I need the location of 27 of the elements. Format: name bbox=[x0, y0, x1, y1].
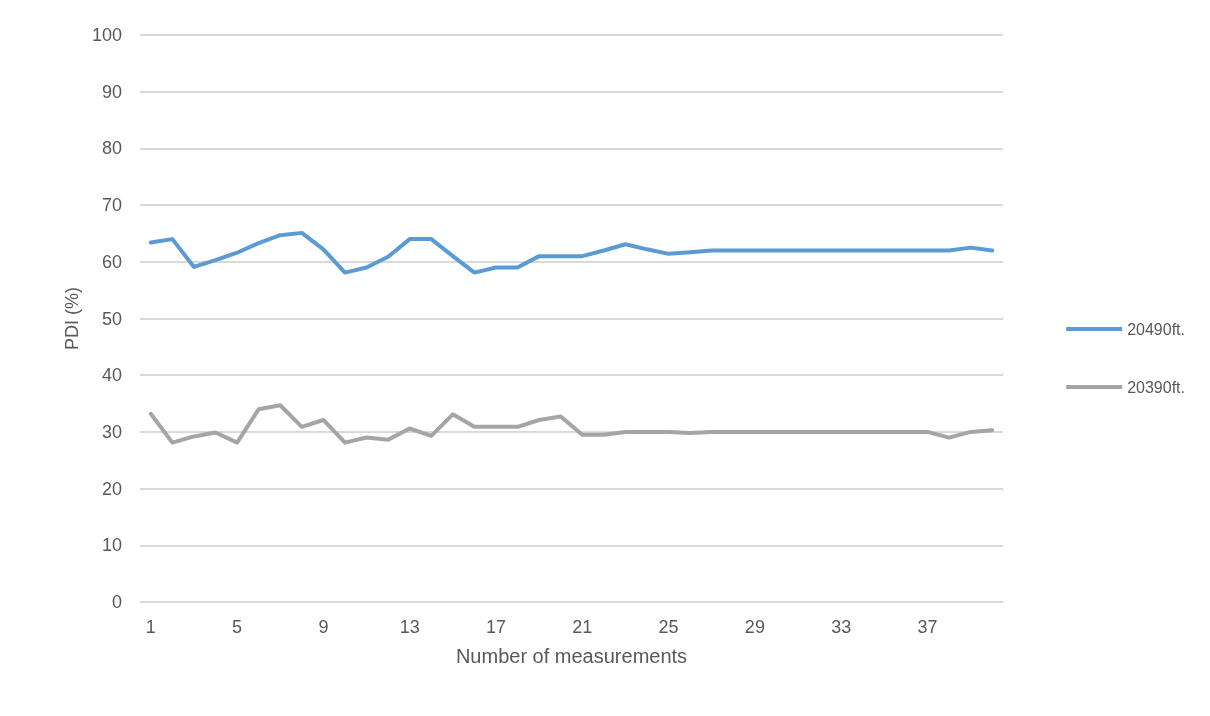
y-tick-label: 60 bbox=[101, 251, 122, 272]
y-axis-title: PDI (%) bbox=[62, 287, 83, 350]
x-tick-label: 1 bbox=[145, 617, 156, 637]
y-tick-label: 20 bbox=[101, 478, 122, 499]
x-tick-label: 37 bbox=[917, 617, 938, 637]
y-tick-label: 100 bbox=[91, 25, 122, 45]
x-tick-label: 9 bbox=[318, 617, 329, 637]
y-tick-label: 80 bbox=[101, 138, 122, 159]
x-tick-label: 33 bbox=[831, 617, 852, 637]
y-tick-label: 40 bbox=[101, 365, 122, 386]
y-tick-label: 50 bbox=[101, 308, 122, 329]
x-tick-label: 25 bbox=[658, 617, 679, 637]
x-tick-label: 5 bbox=[232, 617, 243, 637]
x-tick-label: 13 bbox=[399, 617, 420, 637]
x-tick-label: 29 bbox=[744, 617, 765, 637]
y-tick-label: 90 bbox=[101, 81, 122, 102]
x-tick-label: 17 bbox=[485, 617, 506, 637]
y-tick-label: 10 bbox=[101, 535, 122, 556]
y-tick-label: 0 bbox=[111, 592, 122, 612]
y-tick-label: 30 bbox=[101, 421, 122, 442]
y-tick-label: 70 bbox=[101, 195, 122, 216]
legend-label: 20490ft. bbox=[1127, 320, 1185, 338]
x-tick-label: 21 bbox=[572, 617, 593, 637]
legend-label: 20390ft. bbox=[1127, 378, 1185, 396]
line-series bbox=[148, 230, 995, 275]
line-series bbox=[148, 403, 995, 445]
x-axis-title: Number of measurements bbox=[455, 645, 688, 667]
